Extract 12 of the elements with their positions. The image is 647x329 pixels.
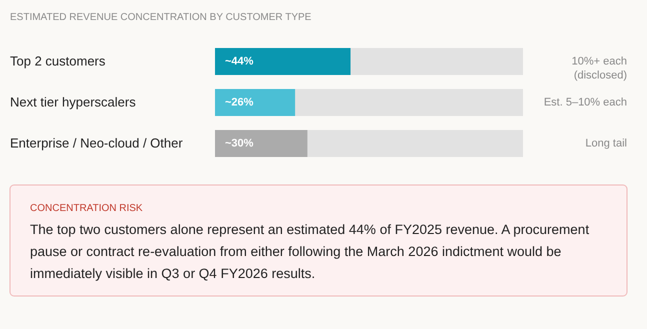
data-label: ~44% [225, 56, 254, 68]
text: Est. 5–10% each [544, 96, 627, 108]
text: Long tail [585, 138, 627, 150]
y-tick-label: Enterprise / Neo-cloud / Other [10, 136, 184, 150]
text: CONCENTRATION RISK [30, 203, 143, 214]
y-tick-label: Top 2 customers [10, 54, 106, 68]
chart-title: ESTIMATED REVENUE CONCENTRATION BY CUSTOMER TYPE [10, 12, 312, 23]
data-label: ~30% [225, 138, 254, 150]
data-label: ~26% [225, 96, 254, 108]
text: 10%+ each (disclosed) [572, 56, 627, 82]
text: The top two customers alone represent an estimated 44% of FY2025 revenue. A procurement pause or contract re-evaluation from either following the March 2026 indictment would be immediately visible in Q3 or Q4 FY2026 results. [30, 222, 590, 281]
y-tick-label: Next tier hyperscalers [10, 94, 136, 110]
